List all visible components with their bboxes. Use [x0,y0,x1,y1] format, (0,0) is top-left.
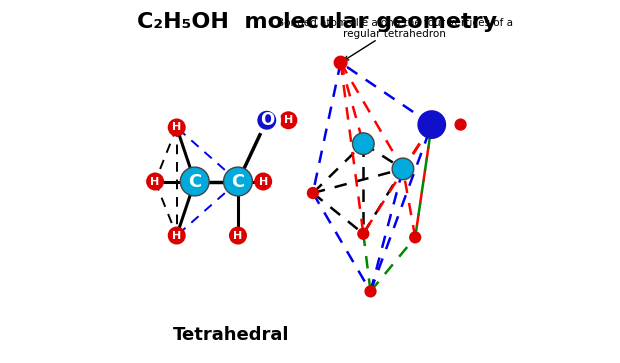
Circle shape [280,111,298,129]
Circle shape [168,118,186,136]
Circle shape [454,118,467,131]
Text: C₂H₅OH  molecular geometry: C₂H₅OH molecular geometry [137,12,497,32]
Circle shape [146,172,164,191]
Circle shape [307,187,319,199]
Text: Bonded atoms lie along the four vertices of a
regular tetrahedron: Bonded atoms lie along the four vertices… [277,17,513,60]
Text: O: O [260,111,274,129]
Circle shape [353,133,374,155]
Text: H: H [172,231,181,241]
Text: C: C [188,172,202,191]
Circle shape [357,228,370,240]
Circle shape [229,227,247,245]
Circle shape [255,109,278,132]
Circle shape [417,110,446,139]
Circle shape [254,172,272,191]
Text: H: H [151,176,160,187]
Text: H: H [259,176,268,187]
Circle shape [224,167,252,196]
Circle shape [365,285,376,298]
Text: C: C [231,172,244,191]
Text: H: H [284,115,293,125]
Text: H: H [233,231,242,241]
Text: Tetrahedral: Tetrahedral [172,326,289,344]
Text: H: H [172,122,181,132]
Circle shape [334,56,348,70]
Circle shape [168,227,186,245]
Circle shape [409,231,422,244]
Circle shape [180,167,209,196]
Circle shape [392,158,414,180]
